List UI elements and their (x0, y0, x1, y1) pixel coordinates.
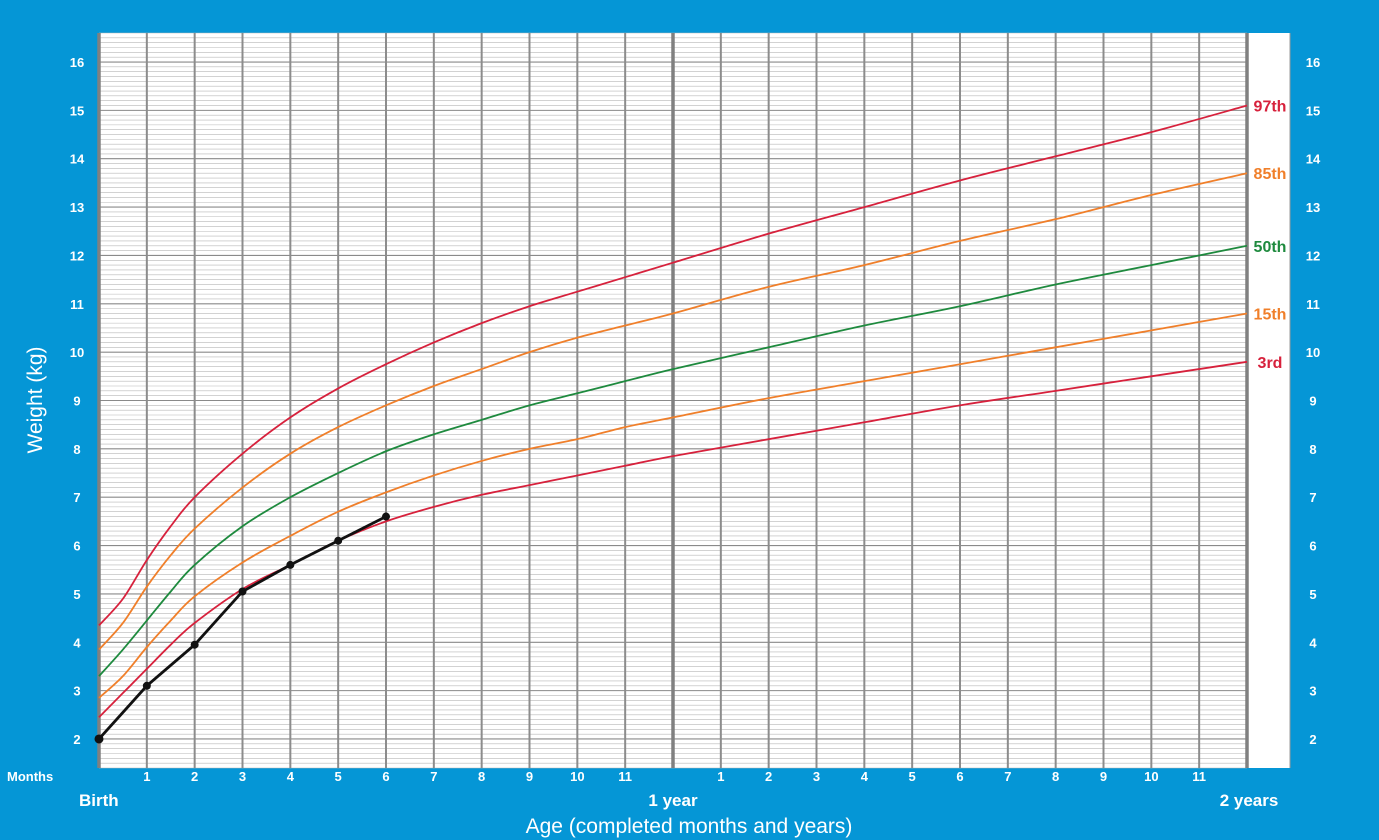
y-tick-label-left: 6 (73, 539, 80, 554)
child-weight-point (382, 512, 390, 521)
y-tick-label-left: 8 (73, 442, 80, 457)
x-month-tick-label: 3 (813, 769, 820, 784)
x-axis-label: Age (completed months and years) (526, 815, 853, 838)
x-month-tick-label: 6 (956, 769, 963, 784)
x-month-tick-label: 2 (765, 769, 772, 784)
months-label: Months (7, 769, 53, 784)
y-tick-label-right: 16 (1306, 55, 1320, 70)
percentile-curve-50th (98, 244, 1248, 677)
y-tick-label-right: 10 (1306, 345, 1320, 360)
percentile-curve-15th (98, 312, 1248, 699)
x-month-tick-label: 11 (618, 769, 632, 784)
y-tick-label-right: 3 (1309, 684, 1316, 699)
y-tick-label-right: 9 (1309, 394, 1316, 409)
y-tick-label-left: 12 (70, 248, 84, 263)
y-tick-label-left: 15 (70, 103, 84, 118)
y-tick-label-right: 13 (1306, 200, 1320, 215)
x-month-tick-label: 11 (1192, 769, 1206, 784)
y-tick-label-right: 15 (1306, 103, 1320, 118)
x-month-tick-label: 1 (717, 769, 724, 784)
x-month-tick-label: 5 (909, 769, 916, 784)
child-weight-point (286, 560, 295, 569)
y-tick-label-right: 5 (1309, 587, 1316, 602)
x-month-tick-label: 7 (1004, 769, 1011, 784)
x-month-tick-label: 4 (287, 769, 295, 784)
y-tick-label-right: 6 (1309, 539, 1316, 554)
x-month-tick-label: 9 (526, 769, 533, 784)
percentile-curve-3rd (98, 360, 1248, 718)
y-axis-label: Weight (kg) (24, 347, 47, 454)
y-tick-label-left: 11 (70, 297, 84, 312)
y-tick-label-right: 11 (1306, 297, 1320, 312)
child-weight-point (238, 587, 247, 596)
x-month-tick-label: 1 (143, 769, 150, 784)
child-weight-point (94, 734, 104, 744)
x-month-ticks: 1 2 3 4 5 6 7 8 9 10 11 1 2 3 4 5 6 7 8 9 10 11 (143, 769, 1206, 784)
x-month-tick-label: 2 (191, 769, 198, 784)
grid (97, 32, 1291, 769)
child-weight-point (190, 640, 199, 649)
x-month-tick-label: 10 (1144, 769, 1158, 784)
percentile-label-85th: 85th (1254, 166, 1287, 183)
percentile-curve-97th (98, 104, 1248, 626)
percentile-label-3rd: 3rd (1258, 355, 1283, 372)
y-tick-label-right: 4 (1309, 635, 1317, 650)
percentile-label-50th: 50th (1254, 239, 1287, 256)
percentile-label-97th: 97th (1254, 99, 1287, 116)
percentile-labels: 97th 85th 50th 15th 3rd (1254, 99, 1287, 372)
percentile-curves (98, 104, 1248, 718)
x-month-tick-label: 7 (430, 769, 437, 784)
percentile-label-15th: 15th (1254, 306, 1287, 323)
y-tick-label-right: 12 (1306, 248, 1320, 263)
child-weight-point (142, 681, 151, 690)
y-tick-label-left: 4 (73, 635, 81, 650)
x-year-ticks: Birth 1 year 2 years (79, 791, 1278, 810)
y-ticks-right: 2 3 4 5 6 7 8 9 10 11 12 13 14 15 16 (1306, 55, 1321, 747)
y-tick-label-left: 10 (70, 345, 84, 360)
y-tick-label-left: 14 (70, 152, 85, 167)
child-weight-series (94, 512, 390, 744)
y-tick-label-left: 7 (73, 490, 80, 505)
y-tick-label-left: 16 (70, 55, 84, 70)
y-tick-label-right: 7 (1309, 490, 1316, 505)
child-weight-point (334, 536, 343, 545)
x-month-tick-label: 5 (335, 769, 342, 784)
x-month-tick-label: 4 (861, 769, 869, 784)
x-month-tick-label: 8 (478, 769, 485, 784)
y-tick-label-right: 8 (1309, 442, 1316, 457)
y-tick-label-left: 3 (73, 684, 80, 699)
x-month-tick-label: 3 (239, 769, 246, 784)
y-tick-label-right: 2 (1309, 732, 1316, 747)
x-year-tick-label: 1 year (648, 791, 698, 810)
percentile-curve-85th (98, 172, 1248, 651)
x-year-tick-label: Birth (79, 791, 119, 810)
y-tick-label-left: 2 (73, 732, 80, 747)
y-tick-label-left: 13 (70, 200, 84, 215)
x-month-tick-label: 10 (570, 769, 584, 784)
y-tick-label-left: 9 (73, 394, 80, 409)
x-year-tick-label: 2 years (1220, 791, 1279, 810)
x-month-tick-label: 9 (1100, 769, 1107, 784)
y-tick-label-left: 5 (73, 587, 80, 602)
y-tick-label-right: 14 (1306, 152, 1321, 167)
x-month-tick-label: 6 (382, 769, 389, 784)
x-month-tick-label: 8 (1052, 769, 1059, 784)
y-ticks-left: 2 3 4 5 6 7 8 9 10 11 12 13 14 15 16 (70, 55, 85, 747)
